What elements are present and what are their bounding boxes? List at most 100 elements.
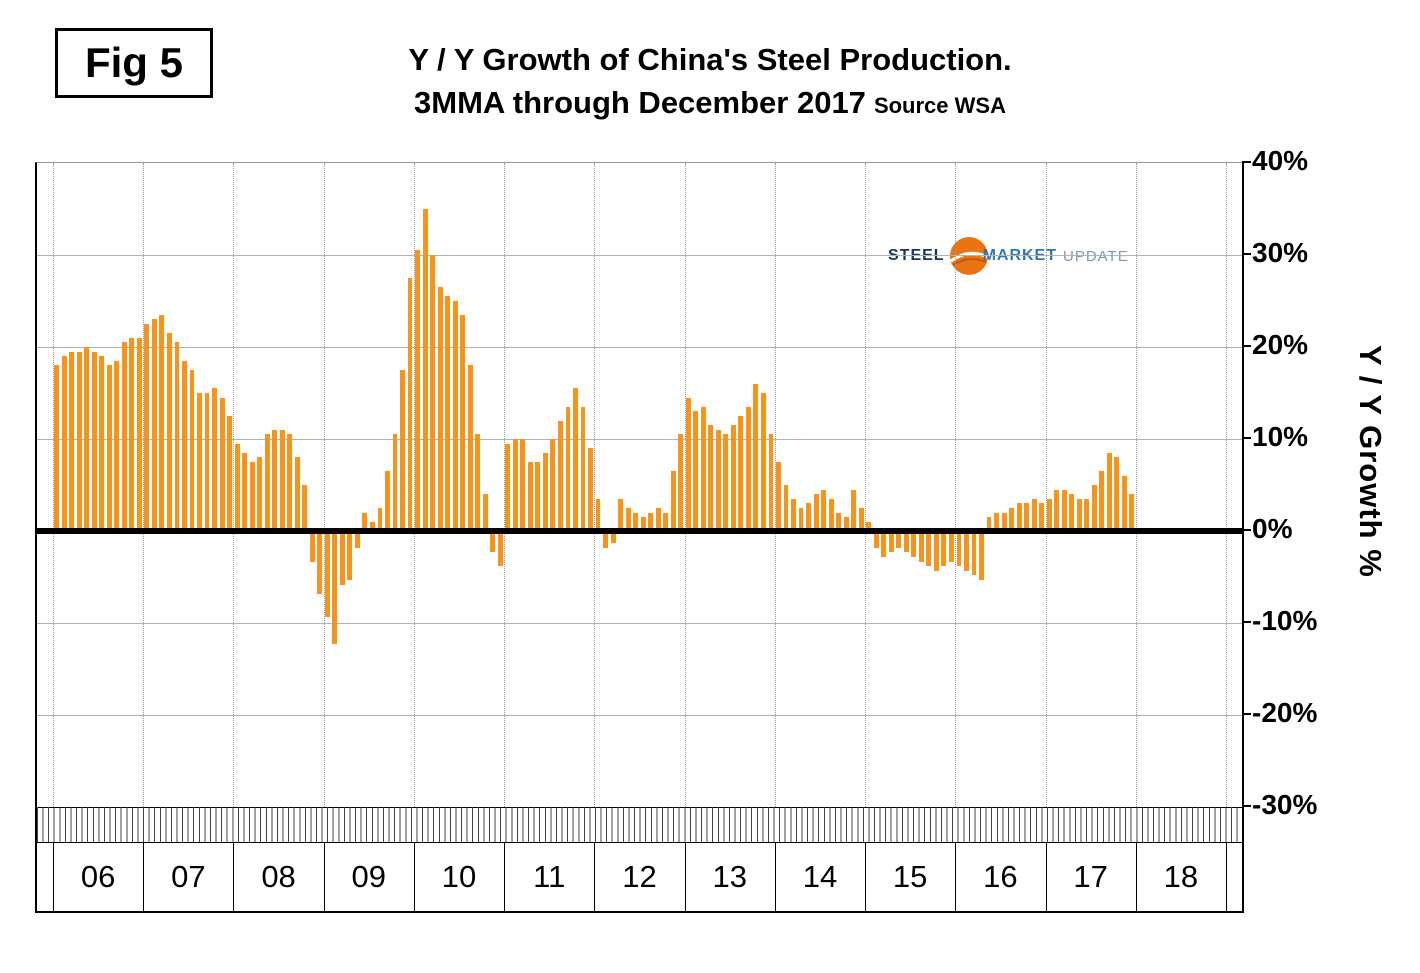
year-gridline <box>323 163 325 807</box>
bar <box>54 365 60 531</box>
chart-title: Y / Y Growth of China's Steel Production… <box>0 38 1420 125</box>
year-gridline <box>233 163 235 807</box>
bar <box>527 462 533 531</box>
bar <box>69 351 75 531</box>
bar <box>693 411 699 531</box>
bar <box>723 434 729 531</box>
bar <box>678 434 684 531</box>
bar <box>595 498 601 531</box>
y-axis-tick <box>1242 529 1251 531</box>
bar <box>768 434 774 531</box>
bar <box>1039 503 1045 531</box>
year-separator <box>955 843 957 911</box>
y-axis-tick-label: 40% <box>1252 145 1309 176</box>
bar <box>437 287 443 531</box>
year-gridline <box>955 163 957 807</box>
year-label: 15 <box>892 859 928 894</box>
bar <box>136 337 142 531</box>
gridline <box>37 347 1242 348</box>
gridline <box>37 715 1242 716</box>
y-axis-tick-label: 30% <box>1252 237 1309 268</box>
gridline <box>37 255 1242 256</box>
bar <box>302 485 308 531</box>
bar <box>520 439 526 531</box>
bar <box>317 534 323 594</box>
year-label: 18 <box>1163 859 1199 894</box>
year-separator <box>865 843 867 911</box>
bar <box>866 521 872 531</box>
bar <box>783 485 789 531</box>
year-label: 14 <box>802 859 838 894</box>
bar <box>903 534 909 553</box>
bar <box>212 388 217 531</box>
bar <box>61 356 67 531</box>
year-label: 11 <box>533 859 566 894</box>
bar <box>400 370 405 531</box>
bar <box>460 314 466 531</box>
bar <box>91 351 97 531</box>
y-axis-tick <box>1242 345 1251 347</box>
bar <box>452 301 458 531</box>
bar <box>151 319 157 531</box>
bar <box>309 534 315 562</box>
bar <box>415 250 420 531</box>
bar <box>505 443 511 531</box>
title-line2: 3MMA through December 2017 Source WSA <box>0 81 1420 124</box>
bar <box>971 534 977 576</box>
bar <box>580 406 586 531</box>
bar <box>1106 452 1112 531</box>
bar <box>964 534 969 571</box>
bar <box>994 512 999 531</box>
bar <box>542 452 548 531</box>
bar <box>933 534 939 571</box>
title-line2-text: 3MMA through December 2017 <box>414 85 866 121</box>
bar <box>655 508 661 531</box>
bar <box>1046 498 1052 531</box>
bar <box>362 512 368 531</box>
year-separator <box>413 843 415 911</box>
bar <box>941 534 947 567</box>
year-gridline <box>1045 163 1047 807</box>
bar <box>467 365 473 531</box>
year-gridline <box>594 163 596 807</box>
year-separator <box>143 843 145 911</box>
bar <box>948 534 954 562</box>
bar <box>204 393 210 531</box>
bar <box>603 534 608 548</box>
minor-tick-strip <box>37 807 1242 843</box>
year-label: 06 <box>80 859 116 894</box>
year-separator <box>594 843 596 911</box>
bar <box>1114 457 1120 531</box>
y-axis-tick-label: -10% <box>1252 605 1318 636</box>
bar <box>873 534 879 548</box>
y-axis-tick-label: -30% <box>1252 789 1318 820</box>
bar <box>738 416 744 531</box>
y-axis-tick <box>1242 437 1251 439</box>
bar <box>287 434 293 531</box>
bar <box>106 365 112 531</box>
bar <box>843 517 849 531</box>
year-separator <box>1045 843 1047 911</box>
bar <box>407 278 413 531</box>
bar <box>573 388 578 531</box>
bar <box>888 534 894 553</box>
gridline <box>37 623 1242 624</box>
bar <box>324 534 330 617</box>
bar <box>685 397 691 531</box>
bar <box>715 429 721 531</box>
year-separator <box>233 843 235 911</box>
bar <box>422 209 428 531</box>
year-label: 16 <box>983 859 1018 894</box>
bar <box>798 508 804 531</box>
year-label: 10 <box>441 859 477 894</box>
bar <box>700 406 706 531</box>
year-gridline <box>413 163 415 807</box>
bar <box>851 489 857 531</box>
bar <box>836 512 842 531</box>
bar <box>550 439 556 531</box>
bar <box>761 393 766 531</box>
year-separator <box>774 843 776 911</box>
year-label: 08 <box>261 859 296 894</box>
bar <box>610 534 616 544</box>
